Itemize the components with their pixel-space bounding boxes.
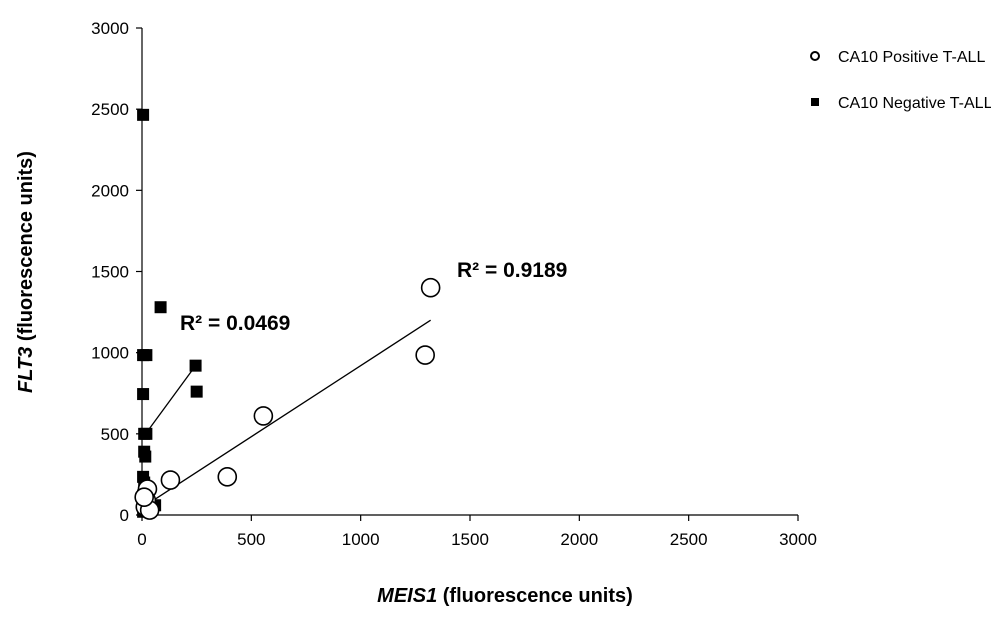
y-tick-label: 2000 xyxy=(91,181,129,200)
data-point-positive xyxy=(420,277,441,298)
trendline-positive xyxy=(141,319,431,509)
legend-label-positive: CA10 Positive T-ALL xyxy=(838,49,985,66)
data-point-negative xyxy=(140,427,153,440)
data-point-negative xyxy=(139,450,152,463)
data-point-negative xyxy=(190,385,203,398)
data-point-positive xyxy=(253,406,274,426)
data-point-positive xyxy=(415,345,435,365)
data-point-positive xyxy=(134,487,154,507)
data-point-negative xyxy=(137,388,150,401)
x-tick-label: 500 xyxy=(237,530,265,549)
r2-label-positive: R² = 0.9189 xyxy=(457,259,567,282)
x-tick-label: 2500 xyxy=(670,530,708,549)
x-tick-label: 0 xyxy=(137,530,146,549)
x-tick-label: 1000 xyxy=(342,530,380,549)
y-axis-title-italic: FLT3 xyxy=(15,347,37,393)
x-axis-title: MEIS1 (fluorescence units) xyxy=(377,585,633,607)
trendline-negative xyxy=(141,365,197,440)
legend: CA10 Positive T-ALL CA10 Negative T-ALL xyxy=(810,49,991,112)
y-axis-title-rest: (fluorescence units) xyxy=(15,151,37,347)
data-point-positive xyxy=(217,467,238,487)
legend-label-negative: CA10 Negative T-ALL xyxy=(838,95,991,112)
y-tick-label: 3000 xyxy=(91,19,129,38)
x-tick-label: 1500 xyxy=(451,530,489,549)
data-point-negative xyxy=(137,108,150,121)
x-tick-label: 3000 xyxy=(779,530,817,549)
y-tick-label: 1500 xyxy=(91,263,129,282)
y-tick-label: 1000 xyxy=(91,344,129,363)
legend-marker-negative xyxy=(811,98,819,106)
data-points xyxy=(134,108,441,520)
data-point-negative xyxy=(140,349,153,362)
axes: 0 500 1000 1500 2000 2500 3000 0 500 1000 1500 2000… xyxy=(91,19,817,549)
data-point-negative xyxy=(154,301,167,314)
y-tick-label: 500 xyxy=(101,425,129,444)
x-axis-title-rest: (fluorescence units) xyxy=(437,585,633,607)
y-axis-title: FLT3 (fluorescence units) xyxy=(15,151,37,393)
trendlines xyxy=(141,319,431,509)
x-tick-label: 2000 xyxy=(560,530,598,549)
data-point-positive xyxy=(160,470,181,490)
y-tick-label: 0 xyxy=(120,506,129,525)
data-point-negative xyxy=(189,359,202,372)
x-axis-title-italic: MEIS1 xyxy=(377,585,437,607)
r2-label-negative: R² = 0.0469 xyxy=(180,312,290,335)
legend-marker-positive xyxy=(810,51,820,61)
y-tick-label: 2500 xyxy=(91,100,129,119)
